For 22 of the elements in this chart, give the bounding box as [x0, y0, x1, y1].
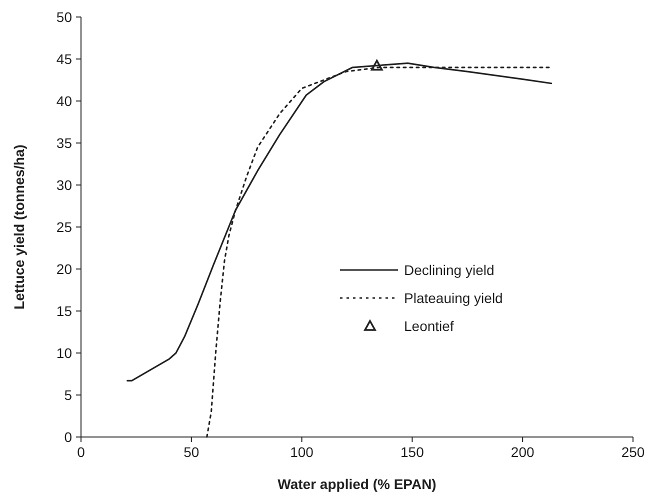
x-tick-label: 200: [510, 444, 534, 460]
legend-label: Plateauing yield: [404, 290, 503, 306]
y-tick-label: 15: [56, 303, 72, 319]
y-axis-title: Lettuce yield (tonnes/ha): [11, 144, 27, 310]
x-tick-label: 150: [400, 444, 424, 460]
y-tick-label: 10: [56, 345, 72, 361]
y-tick-label: 30: [56, 177, 72, 193]
y-tick-label: 40: [56, 93, 72, 109]
y-tick-label: 35: [56, 135, 72, 151]
x-axis-title: Water applied (% EPAN): [278, 476, 436, 492]
y-tick-label: 20: [56, 261, 72, 277]
y-tick-label: 25: [56, 219, 72, 235]
x-tick-label: 100: [290, 444, 314, 460]
y-tick-label: 5: [64, 387, 72, 403]
y-tick-label: 0: [64, 429, 72, 445]
y-tick-label: 45: [56, 51, 72, 67]
legend-label: Leontief: [404, 318, 454, 334]
x-tick-label: 250: [621, 444, 645, 460]
legend-label: Declining yield: [404, 262, 494, 278]
y-tick-label: 50: [56, 9, 72, 25]
x-tick-label: 0: [77, 444, 86, 460]
x-tick-label: 50: [184, 444, 200, 460]
